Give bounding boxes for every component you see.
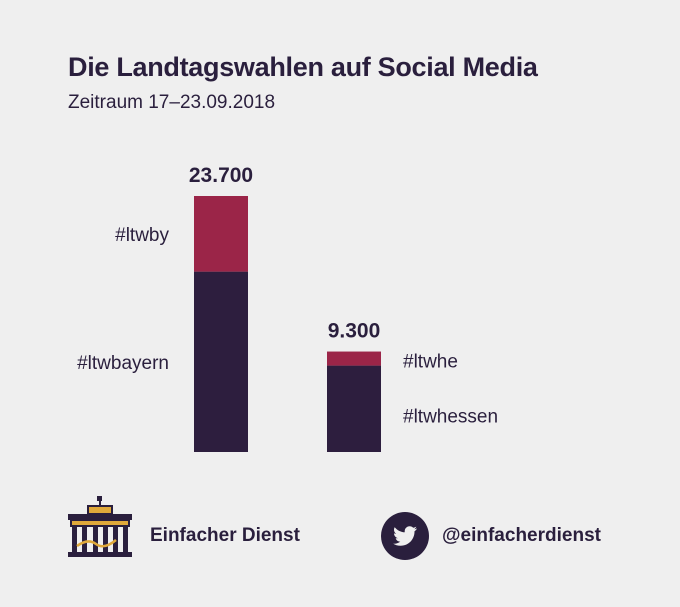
twitter-bird-icon[interactable] bbox=[380, 511, 430, 561]
brand-name: Einfacher Dienst bbox=[150, 525, 300, 546]
bar-segment-ltwhessen bbox=[327, 365, 381, 452]
bar-segment-ltwby bbox=[194, 196, 248, 272]
stacked-bar-chart: #ltwbayern #ltwby 23.700 #ltwhessen #ltwhe 9.… bbox=[77, 164, 498, 452]
segment-label-ltwby: #ltwby bbox=[115, 225, 169, 246]
bar-segment-ltwhe bbox=[327, 351, 381, 366]
bar-segment-ltwbayern bbox=[194, 271, 248, 452]
segment-label-ltwhessen: #ltwhessen bbox=[403, 407, 498, 428]
segment-label-ltwbayern: #ltwbayern bbox=[77, 353, 169, 374]
segment-label-ltwhe: #ltwhe bbox=[403, 352, 458, 373]
total-label: 23.700 bbox=[189, 164, 253, 187]
twitter-handle[interactable]: @einfacherdienst bbox=[442, 525, 601, 546]
brandenburg-gate-icon bbox=[68, 496, 132, 557]
total-label: 9.300 bbox=[328, 320, 381, 343]
chart-title: Die Landtagswahlen auf Social Media bbox=[68, 52, 538, 82]
chart-subtitle: Zeitraum 17–23.09.2018 bbox=[68, 92, 276, 113]
